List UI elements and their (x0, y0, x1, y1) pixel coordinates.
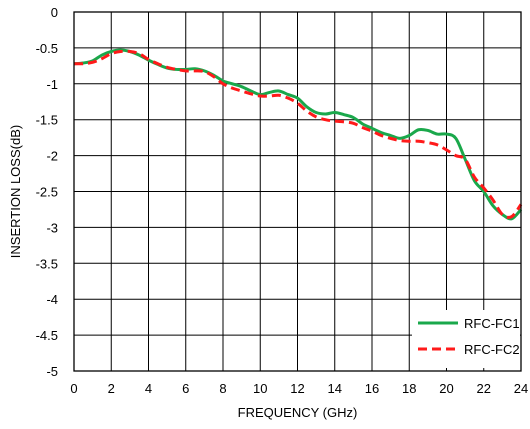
plot-area-border (73, 11, 522, 372)
y-tick-label: -1 (46, 77, 58, 92)
x-tick-label: 22 (477, 381, 491, 396)
y-tick-label: -3 (46, 220, 58, 235)
x-tick-label: 8 (219, 381, 226, 396)
x-tick-label: 10 (253, 381, 267, 396)
legend-label-rfc-fc1: RFC-FC1 (464, 316, 520, 331)
y-tick-label: -4 (46, 292, 58, 307)
x-tick-label: 16 (365, 381, 379, 396)
y-tick-label: -0.5 (36, 41, 58, 56)
series-lines (73, 48, 523, 221)
y-tick-label: -1.5 (36, 113, 58, 128)
y-tick-label: -2.5 (36, 185, 58, 200)
series-line-rfc-fc2 (73, 49, 523, 219)
legend: RFC-FC1 RFC-FC2 (412, 310, 520, 368)
x-tick-label: 0 (70, 381, 77, 396)
x-tick-label: 2 (108, 381, 115, 396)
x-tick-label: 12 (290, 381, 304, 396)
series-line-rfc-fc1 (73, 48, 523, 221)
x-tick-label: 6 (182, 381, 189, 396)
legend-background (412, 310, 520, 368)
x-tick-label: 18 (402, 381, 416, 396)
x-tick-label: 24 (514, 381, 528, 396)
legend-label-rfc-fc2: RFC-FC2 (464, 342, 520, 357)
y-tick-label: -5 (46, 364, 58, 379)
x-tick-labels: 0 2 4 6 8 10 12 14 16 18 20 22 24 (70, 381, 528, 396)
x-tick-label: 4 (145, 381, 152, 396)
y-tick-label: 0 (51, 5, 58, 20)
x-tick-label: 14 (328, 381, 342, 396)
y-tick-labels: 0 -0.5 -1 -1.5 -2 -2.5 -3 -3.5 -4 -4.5 -5 (36, 5, 58, 379)
y-axis-title: INSERTION LOSS(dB) (8, 125, 23, 258)
x-axis-title: FREQUENCY (GHz) (238, 405, 358, 420)
x-tick-label: 20 (439, 381, 453, 396)
y-tick-label: -3.5 (36, 256, 58, 271)
y-tick-label: -2 (46, 149, 58, 164)
y-tick-label: -4.5 (36, 328, 58, 343)
